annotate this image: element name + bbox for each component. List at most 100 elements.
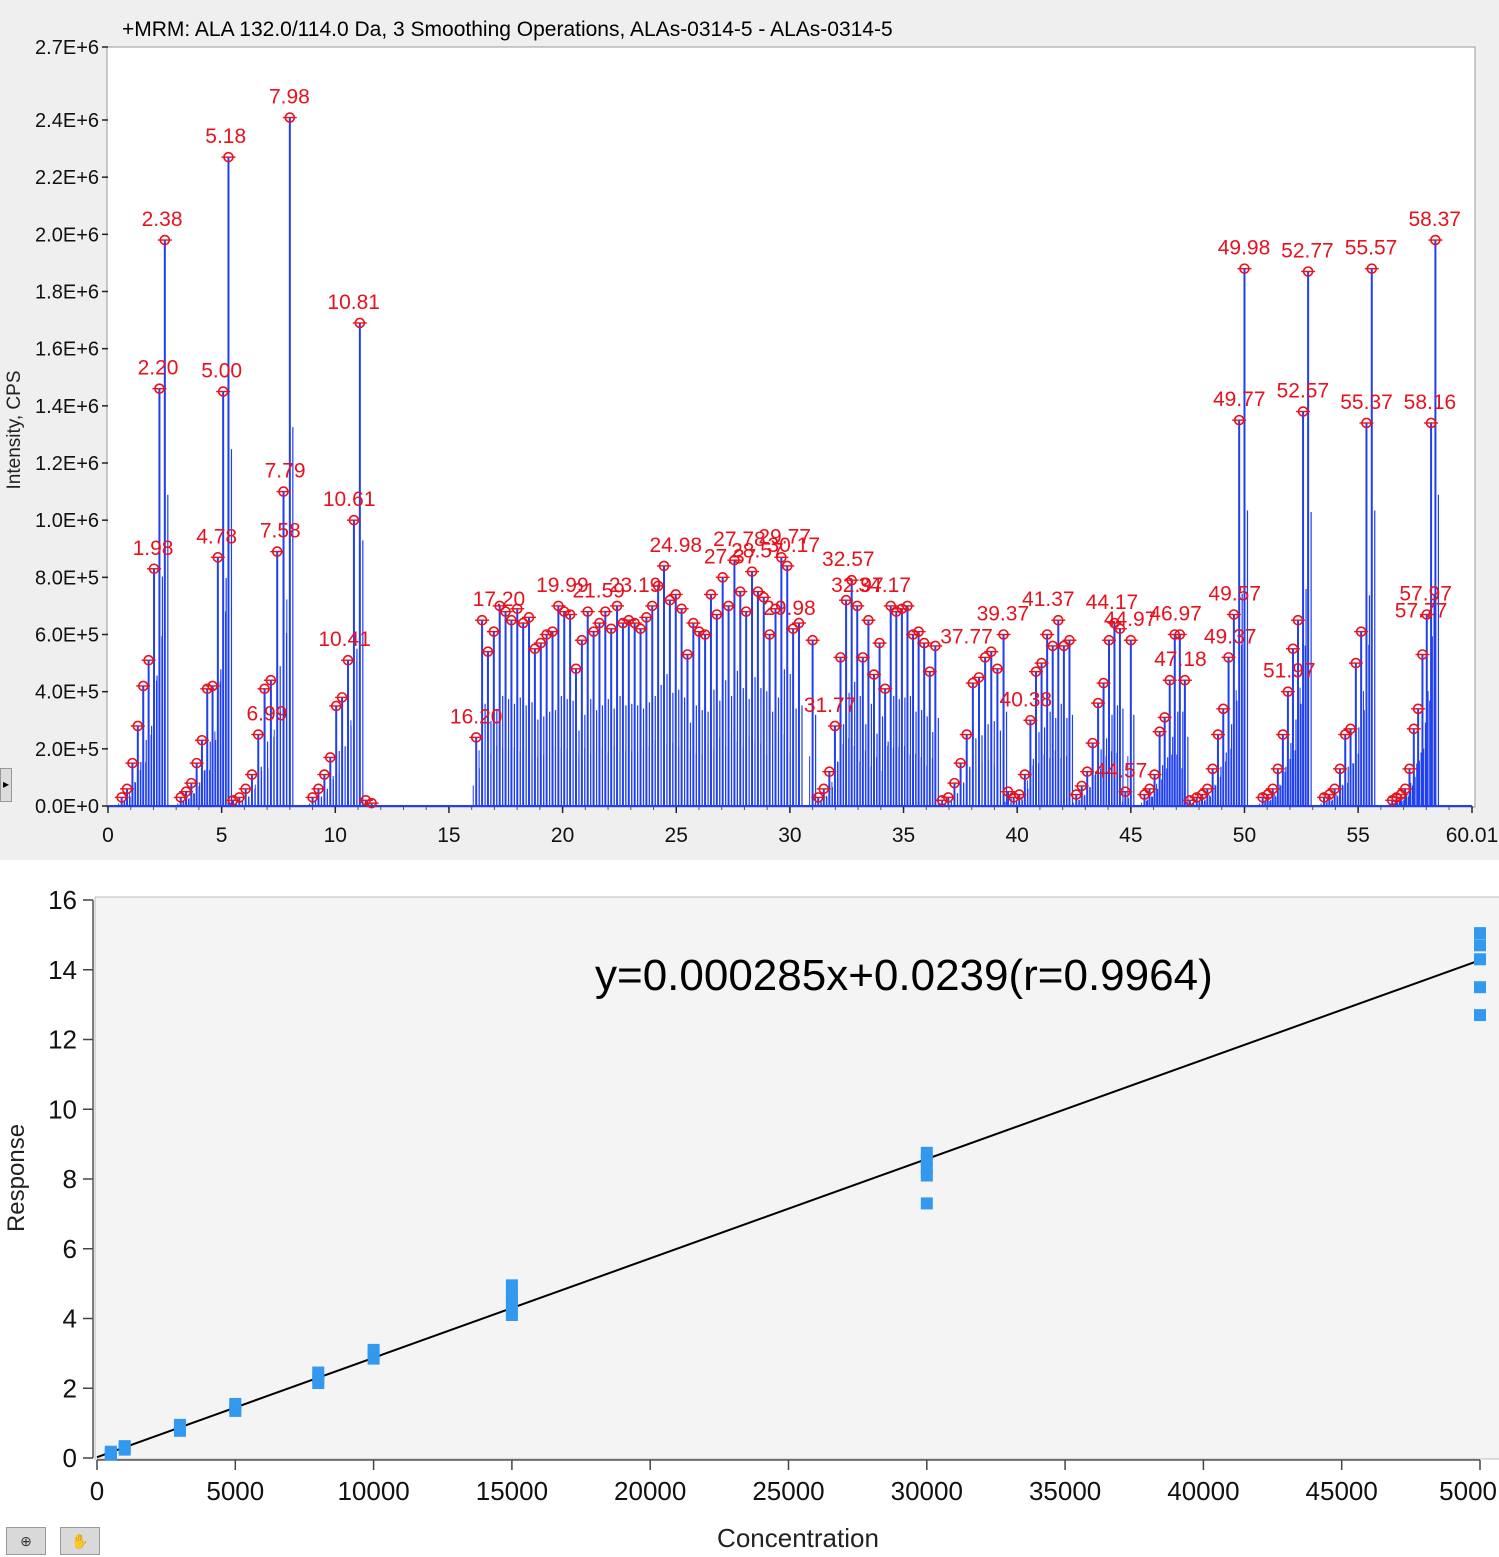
- data-point: [505, 1279, 518, 1292]
- peak-marker: [727, 554, 742, 566]
- peak-marker: [645, 600, 660, 612]
- peak-marker: [1322, 789, 1337, 800]
- hand-icon[interactable]: ✋: [60, 1527, 100, 1555]
- peak-marker: [580, 606, 595, 617]
- peak-marker: [756, 592, 771, 603]
- peak-label: 16.20: [450, 705, 503, 728]
- peak-marker: [745, 566, 760, 577]
- chromatogram-panel: +MRM: ALA 132.0/114.0 Da, 3 Smoothing Op…: [0, 0, 1499, 860]
- peak-marker: [1177, 674, 1192, 686]
- peak-marker: [527, 643, 542, 655]
- peak-marker: [335, 692, 350, 703]
- data-point: [1474, 939, 1486, 952]
- peak-marker: [1364, 263, 1379, 274]
- peak-marker: [662, 594, 677, 606]
- peak-marker: [698, 629, 713, 640]
- peak-marker: [762, 629, 777, 640]
- y-axis-label: Response: [3, 1124, 30, 1232]
- peak-marker: [492, 600, 507, 612]
- peak-marker: [850, 600, 865, 612]
- peak-marker: [1301, 266, 1316, 277]
- peak-marker: [786, 623, 801, 635]
- peak-marker: [1096, 677, 1111, 689]
- x-tick-label: 25: [665, 824, 688, 847]
- zoom-in-icon[interactable]: ⊕: [6, 1527, 46, 1555]
- peak-marker: [1285, 643, 1300, 655]
- peak-label: 47.18: [1154, 648, 1207, 671]
- peak-label: 57.77: [1395, 600, 1448, 623]
- peak-marker: [1291, 614, 1306, 626]
- peak-marker: [1338, 729, 1353, 740]
- peak-marker: [1069, 789, 1084, 800]
- peak-marker: [780, 560, 795, 572]
- peak-label: 10.81: [327, 291, 380, 314]
- peak-marker: [1402, 763, 1417, 775]
- y-tick-label: 1.8E+6: [35, 282, 99, 304]
- peak-label: 49.98: [1218, 237, 1271, 260]
- regression-equation: y=0.000285x+0.0239(r=0.9964): [595, 951, 1213, 1000]
- data-point: [1474, 953, 1486, 966]
- data-point: [1474, 981, 1486, 994]
- peak-marker: [480, 646, 495, 657]
- peak-marker: [205, 680, 220, 692]
- peak-marker: [563, 609, 578, 620]
- peak-label: 24.98: [650, 534, 703, 557]
- peak-label: 4.78: [196, 525, 237, 548]
- peak-marker: [878, 683, 893, 695]
- peak-marker: [1162, 674, 1177, 686]
- peak-marker: [674, 603, 689, 615]
- y-tick-label: 8: [63, 1164, 77, 1194]
- peak-marker: [1237, 263, 1252, 274]
- x-tick-label: 10: [324, 824, 347, 847]
- peak-marker: [639, 612, 654, 623]
- y-tick-label: 4.0E+5: [35, 682, 99, 704]
- regression-line: [96, 959, 1481, 1459]
- peak-marker: [1112, 623, 1127, 635]
- peak-label: 7.58: [260, 520, 301, 543]
- y-tick-label: 10: [48, 1094, 77, 1124]
- peak-label: 44.17: [1086, 591, 1139, 614]
- peak-label: 5.00: [201, 360, 242, 383]
- peak-marker: [282, 112, 297, 123]
- calibration-plot[interactable]: 0 2 4 6 8 10 12 14 16 0 5000 10000 15000 20000 25000 3…: [0, 880, 1499, 1557]
- peak-label: 7.79: [265, 460, 306, 483]
- y-tick-label: 2: [63, 1373, 77, 1403]
- y-tick-label: 1.2E+6: [35, 453, 99, 475]
- x-tick-label: 30000: [891, 1476, 963, 1506]
- peak-marker: [1085, 737, 1100, 749]
- peak-marker: [861, 614, 876, 626]
- peak-label: 51.97: [1263, 660, 1316, 683]
- peak-marker: [1051, 614, 1066, 626]
- peak-marker: [911, 626, 926, 637]
- peak-marker: [1028, 666, 1043, 677]
- peak-marker: [715, 572, 730, 583]
- peak-marker: [680, 649, 695, 660]
- y-tick-label: 1.0E+6: [35, 510, 99, 532]
- peak-marker: [791, 617, 806, 629]
- peak-marker: [1172, 629, 1187, 640]
- y-tick-label: 4: [63, 1304, 77, 1334]
- peak-marker: [263, 674, 278, 686]
- y-tick-label: 0.0E+0: [35, 796, 99, 818]
- peak-marker: [130, 720, 145, 732]
- peak-marker: [157, 234, 172, 246]
- peak-marker: [221, 151, 236, 163]
- y-tick-label: 6.0E+5: [35, 625, 99, 647]
- scroll-grip[interactable]: ▸: [0, 768, 12, 802]
- x-tick-label: 25000: [752, 1476, 824, 1506]
- peak-marker: [947, 777, 962, 789]
- x-tick-label: 20000: [614, 1476, 686, 1506]
- peak-marker: [1270, 763, 1285, 775]
- x-tick-label: 5000: [206, 1476, 264, 1506]
- peak-marker: [721, 600, 736, 612]
- peak-label: 37.77: [940, 625, 993, 648]
- peak-label: 10.41: [318, 628, 371, 651]
- peak-marker: [1200, 783, 1215, 795]
- peak-label: 32.97: [831, 574, 884, 597]
- peak-marker: [364, 797, 379, 809]
- peak-marker: [768, 603, 783, 615]
- peak-marker: [557, 606, 572, 617]
- chromatogram-plot[interactable]: +MRM: ALA 132.0/114.0 Da, 3 Smoothing Op…: [0, 0, 1499, 860]
- peak-marker: [1332, 763, 1347, 775]
- peak-marker: [586, 626, 601, 637]
